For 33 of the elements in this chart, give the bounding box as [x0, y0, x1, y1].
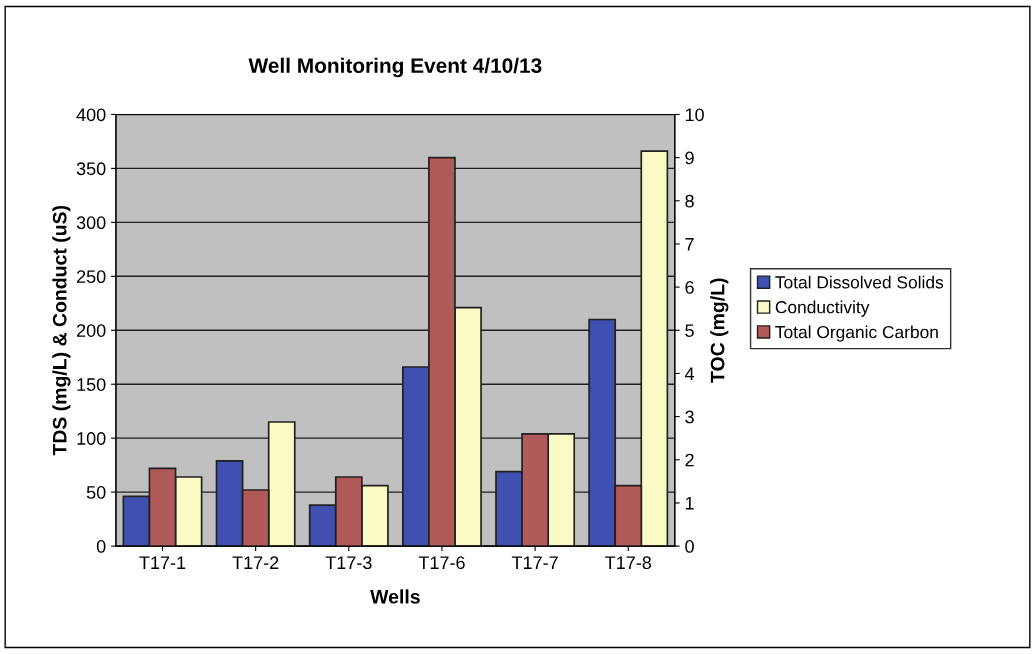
x-tick-label: T17-7: [511, 556, 558, 569]
x-tick-label: T17-2: [232, 556, 279, 569]
x-tick-label: T17-6: [418, 556, 465, 570]
x-tick-label: T17-8: [605, 556, 652, 570]
legend-label: Total Organic Carbon: [775, 325, 938, 342]
y-tick-label: 100: [77, 432, 106, 445]
y2-tick-label: 1: [685, 497, 694, 510]
y-tick-label: 50: [86, 486, 106, 499]
y-tick-label: 150: [77, 378, 106, 391]
y-tick-label: 350: [76, 162, 106, 176]
y2-tick-label: 4: [684, 367, 695, 380]
y2-tick-label: 3: [685, 410, 694, 424]
x-tick-label: T17-3: [325, 556, 372, 570]
y2-tick-label: 8: [685, 194, 694, 208]
y-tick-label: 200: [76, 324, 106, 337]
y2-tick-label: 7: [685, 238, 694, 251]
y2-tick-label: 0: [685, 540, 694, 553]
legend-label: Total Dissolved Solids: [775, 275, 944, 289]
y2-axis-title: TOC (mg/L): [710, 278, 729, 383]
legend-label: Conductivity: [775, 300, 870, 317]
y2-tick-label: 9: [685, 151, 694, 165]
y2-tick-label: 5: [685, 324, 694, 337]
y-tick-label: 300: [76, 216, 106, 230]
y-axis-title: TDS (mg/L) & Conduct (uS): [52, 205, 71, 456]
y2-tick-label: 10: [685, 108, 704, 122]
x-tick-label: T17-1: [139, 556, 186, 569]
y2-tick-label: 6: [685, 281, 694, 294]
y-tick-label: 0: [96, 540, 106, 553]
y2-tick-label: 2: [685, 453, 694, 467]
y-tick-label: 400: [76, 108, 106, 122]
x-axis-title: Wells: [370, 589, 420, 604]
y-tick-label: 250: [76, 270, 106, 284]
chart-title: Well Monitoring Event 4/10/13: [248, 57, 542, 78]
